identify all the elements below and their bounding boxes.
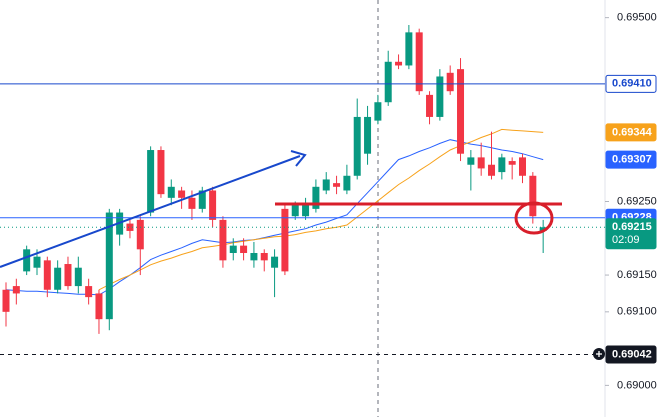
candle-body [446,72,454,92]
price-label: 0.69344 [612,126,653,138]
candle-body [219,219,227,261]
candle-body [529,175,537,217]
price-label: 0.69410 [612,78,652,90]
price-label: 0.69042 [612,348,652,360]
crosshair-add-button[interactable] [593,348,605,360]
candle-body [353,116,361,176]
price-label: 0.69307 [612,153,652,165]
candle-body [229,245,237,253]
trend-arrow-head [290,150,307,167]
candle-body [95,293,103,320]
candle-body [271,256,279,268]
price-label-box [605,74,657,93]
candle-body [333,183,341,187]
candle-body [54,267,62,290]
candle-body [343,175,351,191]
candle-body [436,76,444,117]
price-label-box [605,150,657,169]
candle-body [322,179,330,191]
candle-body [374,102,382,121]
candle-body [85,286,93,298]
candle-body [477,157,485,169]
candle-body [2,289,10,312]
candle-body [519,157,526,176]
y-tick-label: 0.69500 [617,12,657,24]
highlight-circle [514,201,554,235]
candle-body [467,157,475,165]
candle-body [415,32,423,92]
price-label-box [605,218,657,250]
candle-body [126,223,134,231]
candle-body [12,286,20,294]
candle-body [312,186,320,209]
candle-body [405,32,413,66]
y-tick-label: 0.69100 [617,306,657,318]
candle-body [105,212,113,320]
candle-body [457,69,465,154]
candle-body [260,252,268,261]
candle-body [23,249,31,272]
price-label-box [605,123,657,142]
candle-body [240,245,248,253]
trend-line [0,155,301,268]
candle-body [364,116,372,154]
price-label: 0.69215 [612,221,652,233]
candle-body [167,186,175,198]
price-label-box [605,345,657,364]
candle-body [395,61,403,66]
countdown-label: 02:09 [612,234,640,246]
candle-body [250,252,258,261]
candle-body [64,264,72,287]
price-axis: 0.69500 0.69250 0.69150 0.69100 0.69000 0.694… [605,12,657,391]
candle-body [384,61,392,103]
candle-body [508,161,516,165]
candle-body [488,164,496,176]
candle-body [188,197,196,209]
candle-body [539,227,547,231]
candle-body [291,205,299,217]
candle-body [209,190,217,220]
y-tick-label: 0.69150 [617,269,657,281]
moving-average [98,128,544,291]
candle-body [198,190,206,209]
plot-area [0,25,605,355]
y-tick-label: 0.69000 [617,379,657,391]
candle-body [136,219,144,250]
y-tick-label: 0.69250 [617,195,657,207]
candle-body [43,260,51,290]
candle-body [178,190,186,198]
candle-body [157,150,165,195]
candle-body [498,157,506,173]
candle-body [147,150,155,213]
candle-body [33,256,41,268]
candle-body [281,208,289,272]
candle-body [74,267,82,287]
candle-body [426,94,434,117]
candle-body [302,205,310,217]
